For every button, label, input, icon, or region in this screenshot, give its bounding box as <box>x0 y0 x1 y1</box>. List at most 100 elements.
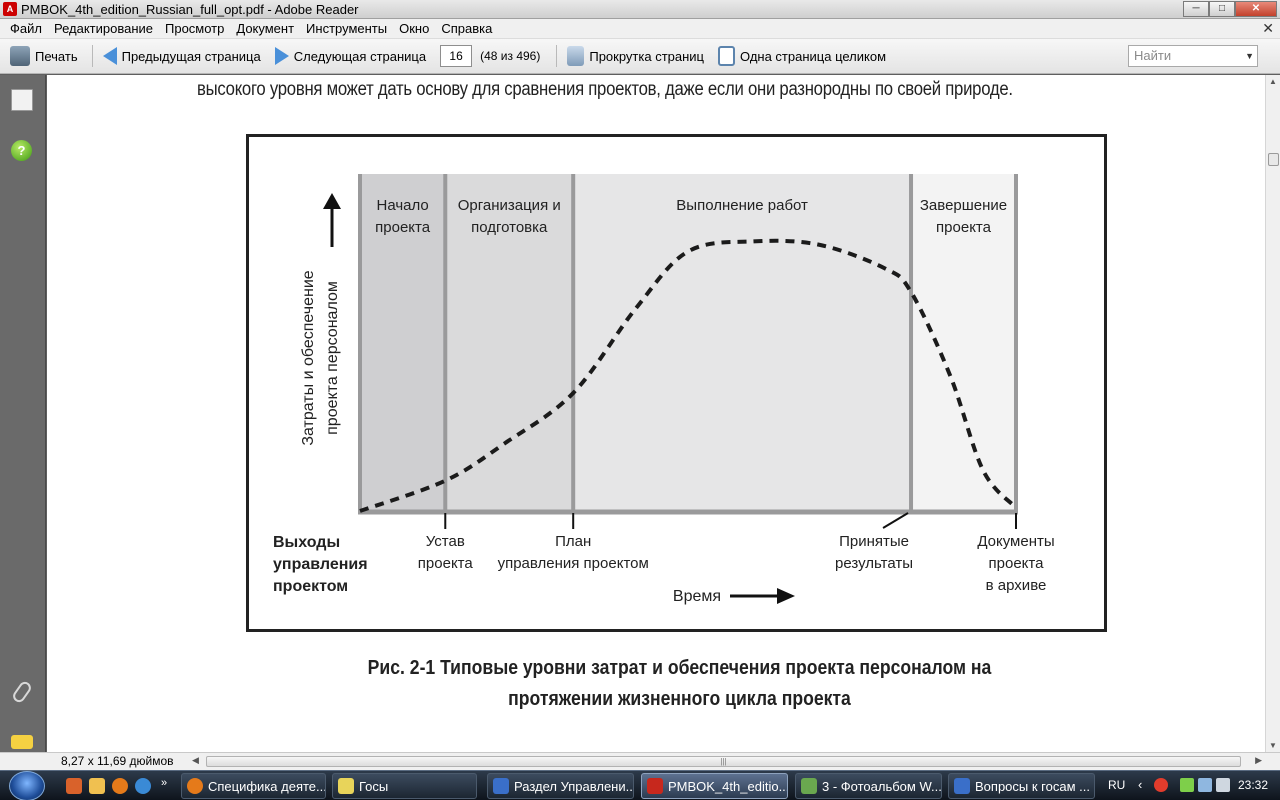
y-axis-label-line: проекта персоналом <box>324 281 341 435</box>
arrow-right-icon <box>274 47 289 65</box>
task-label: Раздел Управлени... <box>514 778 634 794</box>
close-document-icon[interactable]: ✕ <box>1262 20 1274 36</box>
task-label: 3 - Фотоальбом W... <box>822 778 942 794</box>
vertical-scroll-thumb[interactable] <box>1268 153 1279 166</box>
attachments-icon[interactable] <box>10 679 34 705</box>
toolbar-separator <box>91 45 93 67</box>
output-label-3-line: в архиве <box>986 577 1047 594</box>
status-bar: 8,27 x 11,69 дюймов ◀ ||| ▶ <box>0 752 1280 770</box>
pdf-icon <box>647 778 663 794</box>
network-icon[interactable] <box>1198 778 1212 792</box>
word-icon <box>954 778 970 794</box>
next-page-label: Следующая страница <box>293 48 427 64</box>
maximize-button[interactable]: □ <box>1209 1 1235 17</box>
word-icon <box>493 778 509 794</box>
window-title-bar[interactable]: A PMBOK_4th_edition_Russian_full_opt.pdf… <box>0 0 1280 19</box>
taskbar-button[interactable]: Госы <box>332 773 477 799</box>
folder-icon <box>338 778 354 794</box>
menu-edit[interactable]: Редактирование <box>53 21 153 36</box>
next-page-button[interactable]: Следующая страница <box>274 47 427 65</box>
volume-icon[interactable] <box>1216 778 1230 792</box>
taskbar-button[interactable]: Вопросы к госам ... <box>948 773 1095 799</box>
show-hidden-icons[interactable]: ‹ <box>1138 777 1143 792</box>
output-label-2-line: Принятые <box>839 533 909 550</box>
phase-label-1-line: Организация и <box>458 197 561 214</box>
document-view[interactable]: высокого уровня может дать основу для ср… <box>47 75 1265 752</box>
y-axis-label: Затраты и обеспечение проекта персоналом <box>300 270 341 445</box>
horizontal-scroll-thumb[interactable]: ||| <box>206 756 1241 767</box>
horizontal-scrollbar[interactable]: ◀ ||| ▶ <box>192 755 1262 769</box>
scroll-down-icon[interactable]: ▼ <box>1269 741 1277 750</box>
phase-band-3 <box>911 174 1016 511</box>
minimize-button[interactable]: ─ <box>1183 1 1209 17</box>
menu-document[interactable]: Документ <box>236 21 295 36</box>
lifecycle-chart: Начало проекта Организация и подготовка Выпо… <box>273 174 1055 605</box>
opera-icon[interactable] <box>1154 778 1168 792</box>
start-button[interactable] <box>9 771 45 800</box>
page-count: (48 из 496) <box>480 49 541 63</box>
single-page-label: Одна страница целиком <box>740 48 887 64</box>
quicklaunch-icon[interactable] <box>89 778 105 794</box>
menu-view[interactable]: Просмотр <box>165 21 225 36</box>
phase-band-0 <box>360 174 446 511</box>
scroll-up-icon[interactable]: ▲ <box>1269 77 1277 86</box>
scroll-pages-icon <box>567 46 585 66</box>
menu-file[interactable]: Файл <box>10 21 42 36</box>
y-axis-arrowhead <box>323 193 341 209</box>
scroll-right-icon[interactable]: ▶ <box>1255 755 1262 765</box>
taskbar-button-active[interactable]: PMBOK_4th_editio... <box>641 773 788 799</box>
task-label: PMBOK_4th_editio... <box>668 778 788 794</box>
firefox-icon <box>187 778 203 794</box>
output-label-1-line: План <box>555 533 591 550</box>
window-title: PMBOK_4th_edition_Russian_full_opt.pdf -… <box>21 1 359 17</box>
single-page-button[interactable]: Одна страница целиком <box>718 46 886 66</box>
find-dropdown-icon[interactable]: ▼ <box>1245 51 1254 61</box>
output-label-3-line: проекта <box>989 555 1045 572</box>
system-tray: RU ‹ 23:32 <box>1100 771 1280 800</box>
menu-help[interactable]: Справка <box>441 21 493 36</box>
outputs-title-line: Выходы <box>273 534 340 551</box>
taskbar-button[interactable]: 3 - Фотоальбом W... <box>795 773 942 799</box>
outputs-title-line: проектом <box>273 578 348 595</box>
phase-label-3: Завершение проекта <box>920 197 1007 236</box>
print-label: Печать <box>35 48 78 64</box>
clock: 23:32 <box>1238 778 1269 792</box>
find-input[interactable]: Найти ▼ <box>1128 45 1258 67</box>
taskbar-button[interactable]: Специфика деяте... <box>181 773 326 799</box>
phase-label-2: Выполнение работ <box>676 197 808 214</box>
close-window-button[interactable]: ✕ <box>1235 1 1277 17</box>
help-icon[interactable]: ? <box>11 140 32 161</box>
phase-band-1 <box>445 174 574 511</box>
scroll-pages-button[interactable]: Прокрутка страниц <box>567 46 704 66</box>
print-button[interactable]: Печать <box>10 46 78 66</box>
taskbar-button[interactable]: Раздел Управлени... <box>487 773 634 799</box>
page-size: 8,27 x 11,69 дюймов <box>61 754 174 768</box>
task-label: Госы <box>359 778 389 794</box>
caption-line-2: протяжении жизненного цикла проекта <box>508 688 851 710</box>
figure-2-1: Начало проекта Организация и подготовка Выпо… <box>246 134 1107 632</box>
comments-icon[interactable] <box>11 735 33 749</box>
phase-label-1: Организация и подготовка <box>458 197 561 236</box>
scroll-pages-label: Прокрутка страниц <box>589 48 704 64</box>
quicklaunch-more[interactable]: » <box>161 777 168 789</box>
output-label-0-line: Устав <box>426 533 465 550</box>
page-number-input[interactable]: 16 <box>440 45 473 67</box>
quicklaunch-icon[interactable] <box>66 778 82 794</box>
menu-window[interactable]: Окно <box>399 21 430 36</box>
output-label-3-line: Документы <box>977 533 1054 550</box>
toolbar-separator <box>556 45 558 67</box>
vertical-scrollbar[interactable]: ▲ ▼ <box>1265 75 1280 752</box>
output-tick-2 <box>882 512 909 529</box>
staffing-curve <box>359 238 1018 513</box>
internet-explorer-icon[interactable] <box>135 778 151 794</box>
firefox-icon[interactable] <box>112 778 128 794</box>
output-label-1-line: управления проектом <box>498 555 649 572</box>
tray-icon[interactable] <box>1180 778 1194 792</box>
language-indicator[interactable]: RU <box>1108 778 1126 792</box>
pages-icon[interactable] <box>11 89 33 111</box>
previous-page-label: Предыдущая страница <box>121 48 261 64</box>
menu-tools[interactable]: Инструменты <box>306 21 388 36</box>
previous-page-button[interactable]: Предыдущая страница <box>102 47 261 65</box>
caption-line-1: Рис. 2-1 Типовые уровни затрат и обеспеч… <box>367 657 992 679</box>
scroll-left-icon[interactable]: ◀ <box>192 755 199 765</box>
